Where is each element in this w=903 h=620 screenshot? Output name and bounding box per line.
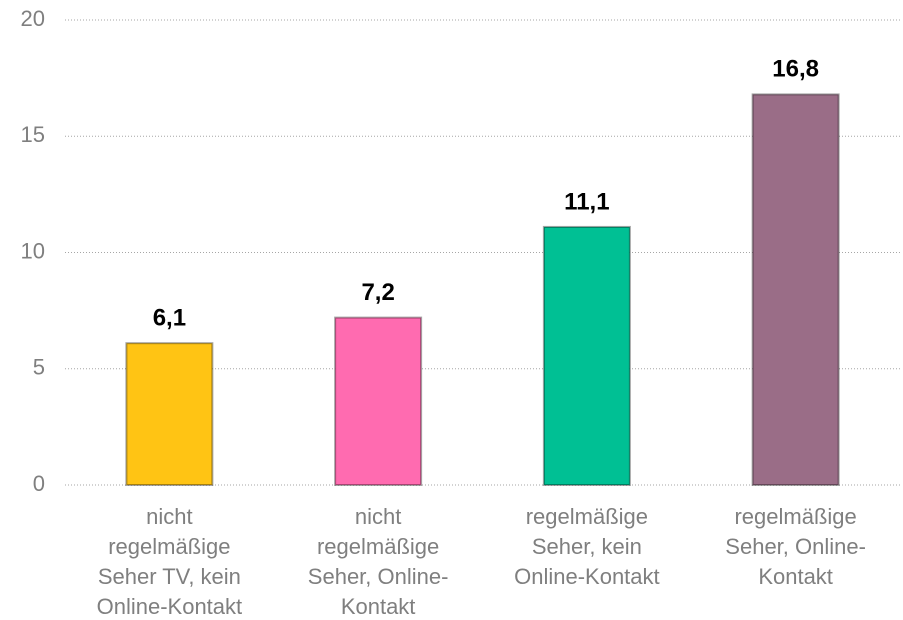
value-label: 6,1	[153, 305, 186, 332]
x-tick-label: regelmäßige	[734, 504, 856, 529]
value-label: 11,1	[564, 188, 609, 215]
bar	[751, 93, 840, 487]
x-tick-label: Seher, Online-	[308, 564, 449, 589]
x-tick-label: nicht	[146, 504, 192, 529]
x-tick-label: Online-Kontakt	[514, 564, 660, 589]
x-tick-label: Kontakt	[341, 594, 416, 619]
value-label: 7,2	[361, 279, 394, 306]
y-tick-label: 10	[21, 238, 45, 263]
x-tick-label: Kontakt	[758, 564, 833, 589]
x-tick-label: Seher TV, kein	[98, 564, 241, 589]
x-tick-label: Online-Kontakt	[97, 594, 243, 619]
bar	[125, 342, 214, 486]
y-tick-label: 15	[21, 122, 45, 147]
x-tick-label: Seher, Online-	[725, 534, 866, 559]
x-tick-label: nicht	[355, 504, 401, 529]
x-tick-label: regelmäßige	[317, 534, 439, 559]
x-tick-label: Seher, kein	[532, 534, 642, 559]
x-tick-label: regelmäßige	[108, 534, 230, 559]
bar	[542, 225, 631, 487]
bar	[334, 316, 423, 486]
y-tick-label: 0	[33, 471, 45, 496]
value-label: 16,8	[772, 56, 819, 83]
x-tick-label: regelmäßige	[526, 504, 648, 529]
y-tick-label: 20	[21, 6, 45, 31]
y-tick-label: 5	[33, 355, 45, 380]
